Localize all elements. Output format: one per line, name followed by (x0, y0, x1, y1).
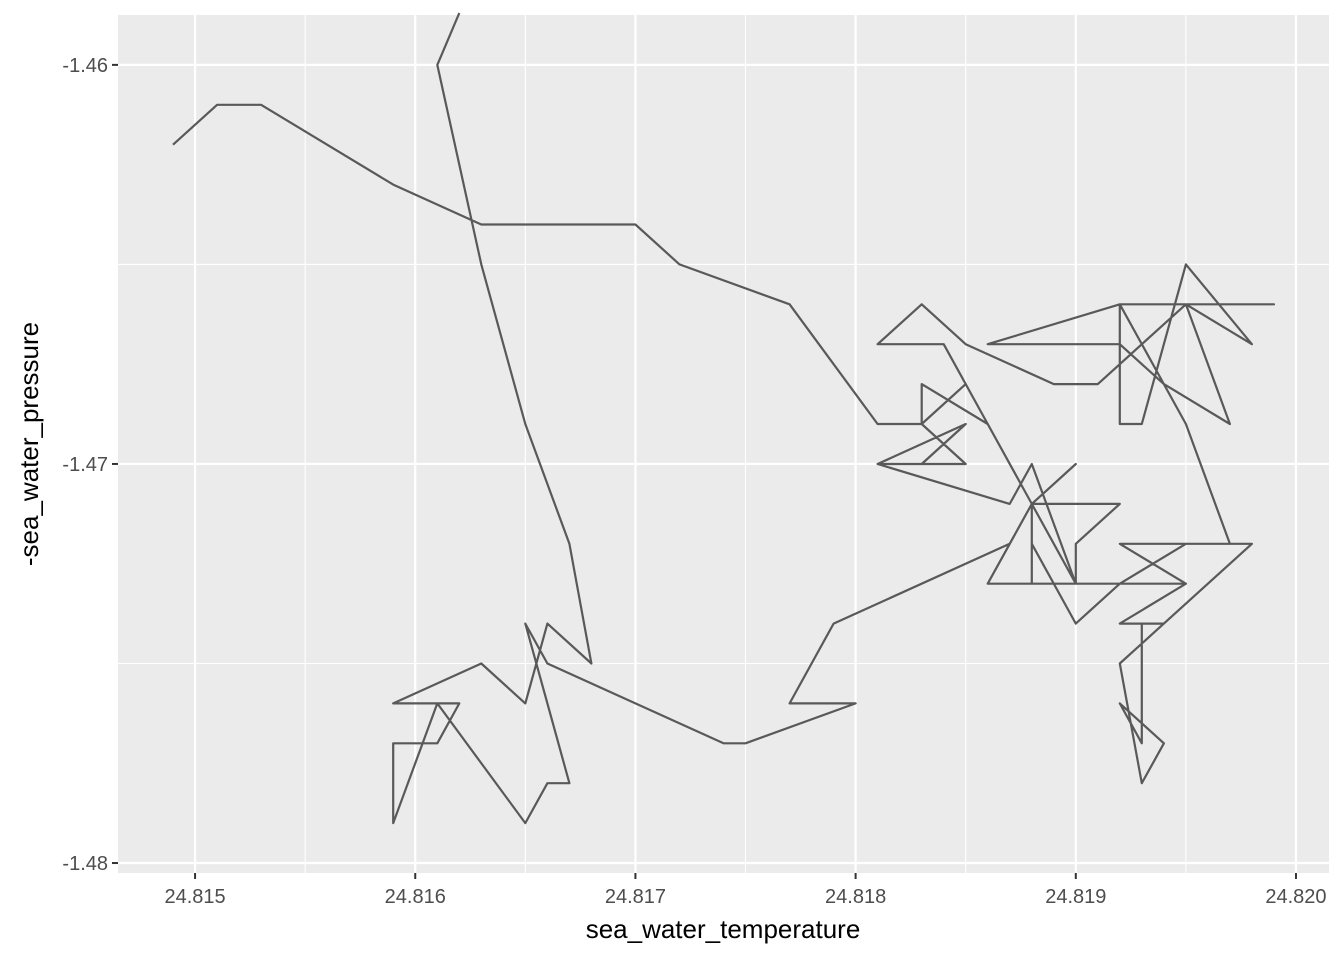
y-tick-label: -1.48 (62, 853, 108, 875)
x-tick-label: 24.819 (1045, 886, 1106, 908)
x-tick-label: 24.815 (164, 886, 225, 908)
x-axis-ticks: 24.815 24.816 24.817 24.818 24.819 24.820 (164, 873, 1327, 908)
y-axis-title: -sea_water_pressure (14, 322, 44, 566)
x-tick-label: 24.818 (825, 886, 886, 908)
x-tick-label: 24.820 (1265, 886, 1326, 908)
grid-minor (118, 15, 1329, 873)
y-axis-ticks: -1.46 -1.47 -1.48 (62, 55, 118, 875)
grid-major (118, 15, 1329, 873)
y-tick-label: -1.47 (62, 454, 108, 476)
x-axis-title: sea_water_temperature (586, 914, 861, 944)
x-tick-label: 24.817 (605, 886, 666, 908)
series-line (172, 12, 1276, 825)
y-tick-label: -1.46 (62, 55, 108, 77)
panel-background (118, 15, 1329, 873)
x-tick-label: 24.816 (385, 886, 446, 908)
